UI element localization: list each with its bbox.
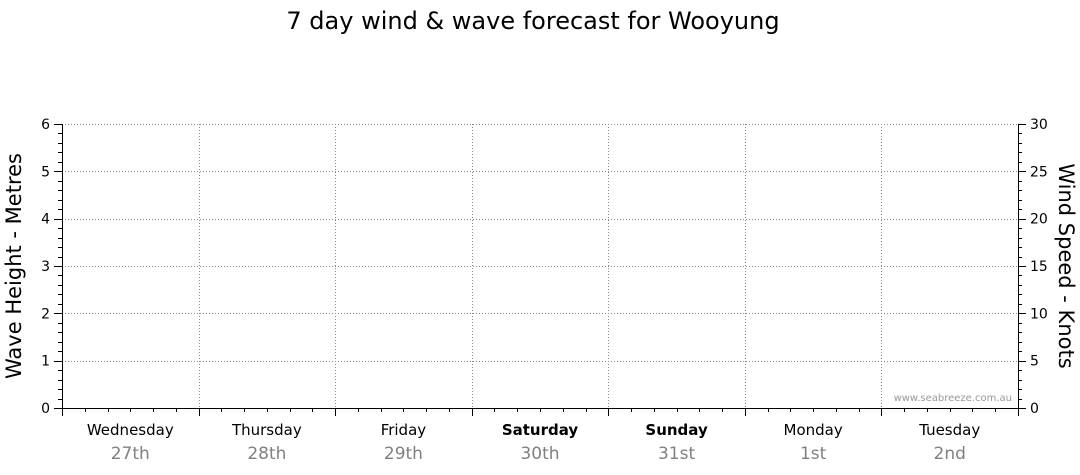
day-name-label: Thursday [231, 421, 302, 439]
grid [62, 124, 1018, 408]
day-date-label: 29th [384, 444, 423, 464]
day-date-label: 1st [800, 444, 827, 464]
chart-title: 7 day wind & wave forecast for Wooyung [286, 7, 779, 35]
day-date-label: 27th [111, 444, 150, 464]
left-tick-label: 5 [41, 164, 50, 180]
right-tick-label: 5 [1030, 354, 1039, 370]
right-tick-label: 10 [1030, 306, 1048, 322]
left-tick-label: 4 [41, 212, 50, 228]
left-tick-label: 6 [41, 117, 50, 133]
day-name-label: Saturday [502, 421, 579, 439]
right-tick-label: 30 [1030, 117, 1048, 133]
day-name-label: Tuesday [918, 421, 980, 439]
day-date-label: 2nd [934, 444, 966, 464]
day-date-label: 28th [247, 444, 286, 464]
day-date-label: 31st [658, 444, 695, 464]
day-name-label: Wednesday [87, 421, 174, 439]
right-tick-label: 15 [1030, 259, 1048, 275]
axes [54, 124, 1026, 416]
left-tick-label: 1 [41, 354, 50, 370]
day-date-label: 30th [520, 444, 559, 464]
day-name-label: Sunday [645, 421, 708, 439]
right-tick-label: 0 [1030, 401, 1039, 417]
left-tick-label: 0 [41, 401, 50, 417]
right-tick-label: 25 [1030, 164, 1048, 180]
left-tick-label: 2 [41, 306, 50, 322]
right-tick-label: 20 [1030, 212, 1048, 228]
watermark-text: www.seabreeze.com.au [894, 393, 1012, 404]
day-name-label: Monday [784, 421, 843, 439]
left-tick-label: 3 [41, 259, 50, 275]
right-axis-title: Wind Speed - Knots [1054, 163, 1078, 368]
left-axis-title: Wave Height - Metres [2, 153, 26, 379]
tick-labels: 0 1 2 3 4 5 6 0 5 10 15 20 25 30 Wednesday 27th Thursday… [41, 117, 1048, 464]
day-name-label: Friday [381, 421, 427, 439]
